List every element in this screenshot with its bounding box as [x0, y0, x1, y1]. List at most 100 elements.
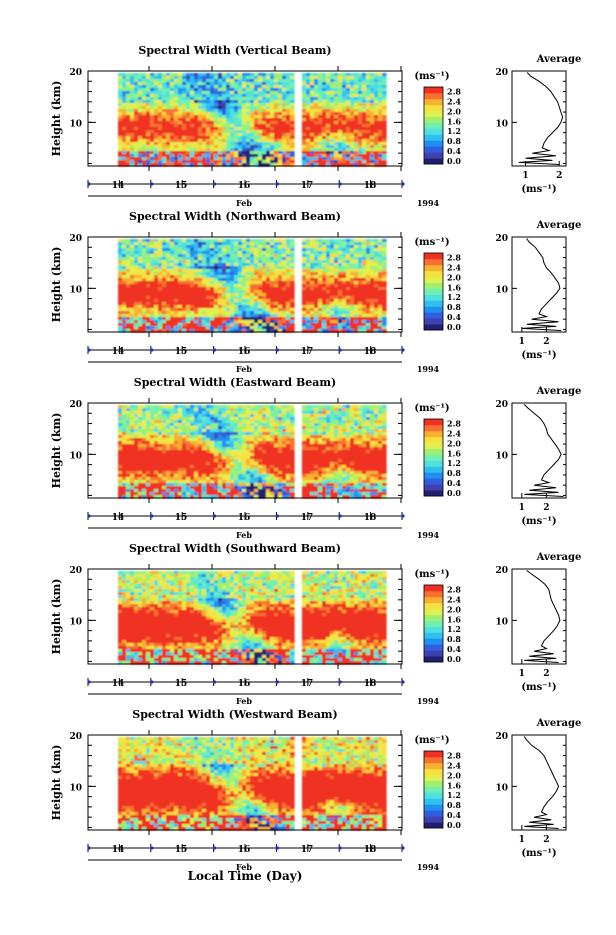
y-tick-label: 10 — [69, 285, 82, 295]
colorbar-tick-label: 2.8 — [447, 252, 461, 262]
y-tick-label: 20 — [69, 68, 82, 78]
colorbar-tick-label: 2.0 — [447, 106, 461, 116]
profile-x-tick-label: 1 — [522, 171, 528, 181]
colorbar-tick-label: 0.8 — [447, 302, 461, 312]
y-axis-label: Height (km) — [50, 81, 63, 157]
panel-2: Spectral Width (Northward Beam) 20 10 Heigh… — [50, 210, 581, 374]
profile-line — [519, 73, 563, 165]
time-marker — [276, 348, 279, 351]
profile-line — [522, 239, 561, 331]
colorbar-segment — [424, 283, 443, 289]
colorbar-segment — [424, 146, 443, 152]
colorbar-tick-label: 0.8 — [447, 136, 461, 146]
colorbar-tick-label: 2.4 — [447, 96, 461, 106]
profile-x-tick-label: 2 — [556, 171, 562, 181]
colorbar-segment — [424, 158, 443, 164]
colorbar-segment — [424, 289, 443, 295]
time-marker — [213, 182, 216, 185]
colorbar-segment — [424, 259, 443, 265]
profile-x-tick-label: 1 — [519, 337, 525, 347]
y-axis-label: Height (km) — [50, 247, 63, 323]
time-marker — [276, 182, 279, 185]
colorbar-tick-label: 1.6 — [447, 282, 461, 292]
heatmap-cells — [118, 239, 387, 333]
profile-x-label: (ms⁻¹) — [521, 350, 556, 361]
time-marker — [339, 348, 342, 351]
colorbar-segment — [424, 128, 443, 134]
month-label: Feb — [236, 364, 252, 374]
month-label: Feb — [236, 198, 252, 208]
colorbar-unit: (ms⁻¹) — [414, 237, 449, 248]
y-tick-label: 10 — [69, 119, 82, 129]
profile-y-tick-label: 10 — [495, 285, 508, 295]
time-marker — [87, 348, 90, 351]
profile-title: Average — [536, 220, 582, 231]
time-marker — [213, 348, 216, 351]
heatmap-cells — [118, 73, 387, 167]
colorbar-tick-label: 1.2 — [447, 292, 461, 302]
colorbar-tick-label: 1.6 — [447, 116, 461, 126]
panel-1: Spectral Width (Vertical Beam) 20 10 Height… — [50, 44, 581, 208]
day-tick-label: 17 — [301, 181, 314, 191]
colorbar-segment — [424, 253, 443, 259]
day-tick-label: 18 — [364, 347, 377, 357]
time-marker — [150, 348, 153, 351]
time-marker — [401, 182, 404, 185]
colorbar-segment — [424, 277, 443, 283]
colorbar-segment — [424, 318, 443, 324]
time-marker — [401, 348, 404, 351]
profile-title: Average — [536, 54, 582, 65]
time-marker — [339, 182, 342, 185]
colorbar-segment — [424, 105, 443, 111]
day-tick-label: 17 — [301, 347, 314, 357]
profile-y-tick-label: 10 — [495, 119, 508, 129]
colorbar-segment — [424, 152, 443, 158]
colorbar-segment — [424, 111, 443, 117]
day-tick-label: 16 — [238, 181, 251, 191]
colorbar-segment — [424, 312, 443, 318]
profile-y-tick-label: 20 — [495, 234, 508, 244]
colorbar-segment — [424, 93, 443, 99]
day-tick-label: 15 — [175, 347, 188, 357]
colorbar-segment — [424, 265, 443, 271]
panel-title: Spectral Width (Northward Beam) — [129, 210, 341, 223]
colorbar-tick-label: 1.2 — [447, 126, 461, 136]
panel-title: Spectral Width (Eastward Beam) — [134, 376, 336, 389]
time-marker — [87, 182, 90, 185]
colorbar-segment — [424, 271, 443, 277]
colorbar-tick-label: 2.0 — [447, 272, 461, 282]
colorbar-unit: (ms⁻¹) — [414, 71, 449, 82]
year-label: 1994 — [417, 364, 440, 374]
day-tick-label: 14 — [112, 347, 125, 357]
year-label: 1994 — [417, 198, 440, 208]
colorbar-segment — [424, 123, 443, 129]
colorbar-segment — [424, 294, 443, 300]
colorbar-segment — [424, 324, 443, 330]
colorbar-segment — [424, 134, 443, 140]
colorbar-tick-label: 0.4 — [447, 146, 461, 156]
day-tick-label: 18 — [364, 181, 377, 191]
panel-3: Spectral Width (Eastward Beam)2010Height… — [50, 376, 581, 540]
day-tick-label: 15 — [175, 181, 188, 191]
profile-x-label: (ms⁻¹) — [521, 184, 556, 195]
colorbar-segment — [424, 87, 443, 93]
colorbar-segment — [424, 306, 443, 312]
colorbar-tick-label: 0.0 — [447, 322, 461, 332]
colorbar-tick-label: 2.8 — [447, 86, 461, 96]
colorbar-tick-label: 0.0 — [447, 156, 461, 166]
profile-y-tick-label: 20 — [495, 68, 508, 78]
day-tick-label: 14 — [112, 181, 125, 191]
colorbar-tick-label: 2.4 — [447, 262, 461, 272]
profile-x-tick-label: 2 — [543, 337, 549, 347]
colorbar-segment — [424, 140, 443, 146]
time-marker — [150, 182, 153, 185]
colorbar-segment — [424, 117, 443, 123]
y-tick-label: 20 — [69, 234, 82, 244]
heatmap-cells — [118, 405, 387, 499]
panel-title: Spectral Width (Vertical Beam) — [138, 44, 331, 57]
colorbar-segment — [424, 99, 443, 105]
colorbar-segment — [424, 300, 443, 306]
colorbar-tick-label: 0.4 — [447, 312, 461, 322]
